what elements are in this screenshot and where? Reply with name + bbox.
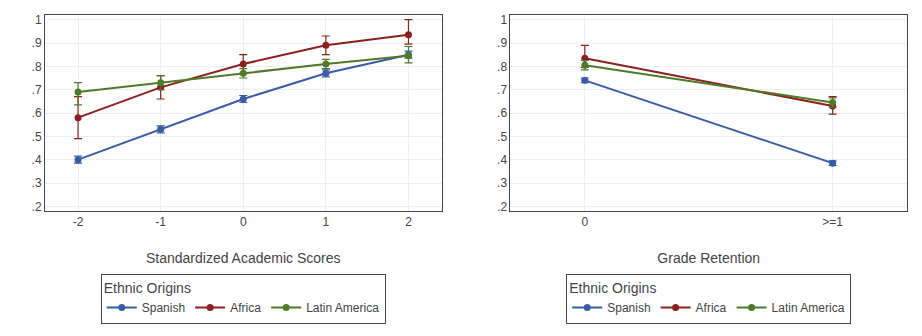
svg-text:.3: .3	[32, 176, 42, 190]
svg-text:.5: .5	[32, 130, 42, 144]
svg-text:1: 1	[35, 13, 42, 27]
svg-text:Africa: Africa	[230, 301, 261, 315]
svg-text:0: 0	[240, 215, 247, 229]
svg-text:Latin America: Latin America	[306, 301, 379, 315]
svg-text:.7: .7	[32, 83, 42, 97]
svg-text:.9: .9	[497, 36, 507, 50]
svg-text:Ethnic Origins: Ethnic Origins	[569, 280, 656, 296]
svg-text:1: 1	[500, 13, 507, 27]
svg-text:.8: .8	[497, 60, 507, 74]
svg-text:1: 1	[323, 215, 330, 229]
svg-text:Spanish: Spanish	[142, 301, 185, 315]
svg-text:Spanish: Spanish	[607, 301, 650, 315]
svg-text:.6: .6	[32, 106, 42, 120]
svg-text:Latin America: Latin America	[772, 301, 845, 315]
svg-text:.2: .2	[32, 200, 42, 214]
svg-text:.9: .9	[32, 36, 42, 50]
svg-text:0: 0	[581, 215, 588, 229]
svg-text:Standardized Academic Scores: Standardized Academic Scores	[146, 250, 341, 266]
svg-text:2: 2	[405, 215, 412, 229]
svg-text:.4: .4	[497, 153, 507, 167]
svg-text:.4: .4	[32, 153, 42, 167]
svg-text:.8: .8	[32, 60, 42, 74]
svg-text:Grade Retention: Grade Retention	[657, 250, 760, 266]
svg-text:.5: .5	[497, 130, 507, 144]
svg-text:.3: .3	[497, 176, 507, 190]
svg-text:Ethnic Origins: Ethnic Origins	[104, 280, 191, 296]
svg-text:.7: .7	[497, 83, 507, 97]
svg-text:-2: -2	[73, 215, 84, 229]
svg-text:-1: -1	[155, 215, 166, 229]
svg-text:.2: .2	[497, 200, 507, 214]
svg-text:Africa: Africa	[696, 301, 727, 315]
svg-text:.6: .6	[497, 106, 507, 120]
svg-text:>=1: >=1	[822, 215, 843, 229]
